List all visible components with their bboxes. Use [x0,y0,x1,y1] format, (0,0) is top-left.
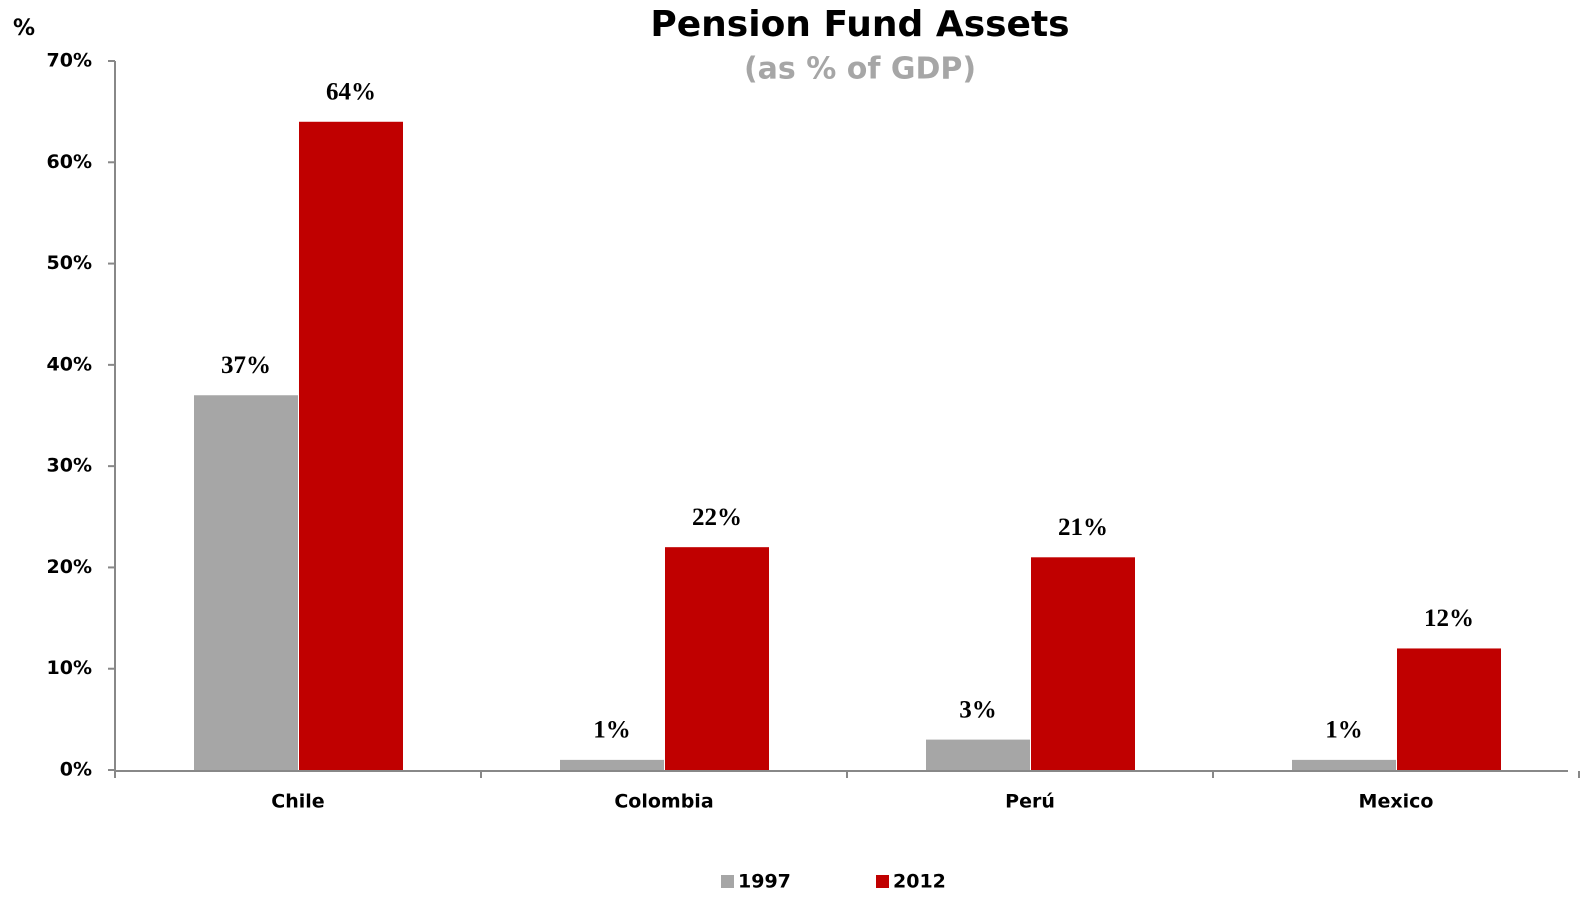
bar [299,121,403,771]
chart-subtitle: (as % of GDP) [744,52,976,87]
x-tick-label: Mexico [1359,791,1434,813]
legend-label: 1997 [738,871,791,893]
x-tick-label: Colombia [614,791,713,813]
y-tick-label: 20% [47,556,92,578]
y-tick-label: 30% [47,455,92,477]
value-label: 22% [692,504,742,531]
bar [1292,759,1396,770]
y-tick-label: 50% [47,252,92,274]
x-tick-label: Chile [271,791,324,813]
y-axis-label: % [13,16,35,41]
value-label: 12% [1424,605,1474,632]
value-label: 37% [221,352,271,379]
chart-title: Pension Fund Assets [650,4,1069,45]
value-label: 1% [1325,717,1363,744]
value-label: 64% [326,79,376,106]
y-tick-label: 60% [47,151,92,173]
value-label: 1% [593,717,631,744]
value-label: 21% [1058,514,1108,541]
x-tick-label: Perú [1005,791,1055,813]
y-tick-label: 10% [47,657,92,679]
legend-swatch [721,875,734,888]
bar [926,739,1030,770]
y-tick-label: 70% [47,50,92,72]
y-tick-label: 0% [60,759,92,781]
legend-swatch [876,875,889,888]
legend-label: 2012 [893,871,946,893]
y-tick-label: 40% [47,353,92,375]
bar [1031,557,1135,770]
bar [1397,648,1501,770]
bar [665,547,769,770]
bar [194,395,298,770]
bar [560,759,664,770]
value-label: 3% [959,696,997,723]
